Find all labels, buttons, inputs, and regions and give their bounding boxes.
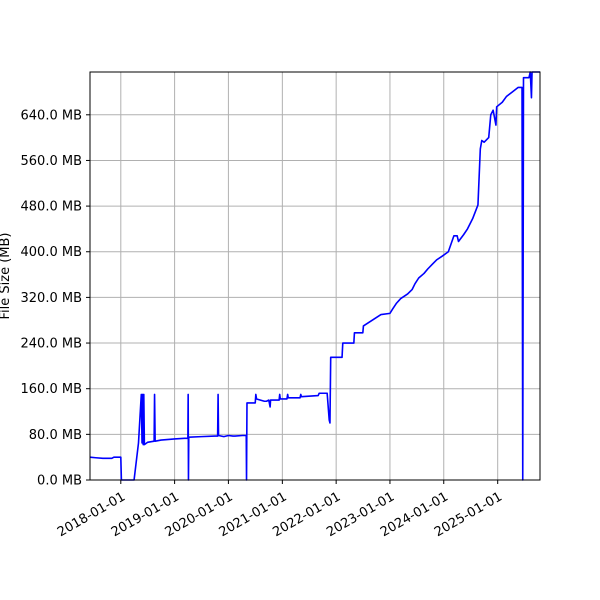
y-tick-label: 80.0 MB [29, 428, 82, 443]
series-layer [89, 71, 540, 481]
plot-area-frame [89, 71, 541, 481]
y-axis-label: File Size (MB) [0, 233, 13, 320]
y-tick-label: 640.0 MB [21, 108, 82, 123]
y-tick-label: 320.0 MB [21, 291, 82, 306]
y-axis-ticks: 0.0 MB 80.0 MB 160.0 MB 240.0 MB 320.0 MB 400… [21, 108, 90, 489]
y-tick-label: 240.0 MB [21, 337, 82, 352]
y-tick-label: 400.0 MB [21, 245, 82, 260]
y-tick-label: 480.0 MB [21, 200, 82, 215]
y-tick-label: 160.0 MB [21, 382, 82, 397]
file-size-series-line [89, 71, 540, 481]
x-axis-ticks: 2018-01-012019-01-012020-01-012021-01-01… [55, 480, 505, 540]
grid-lines [90, 72, 540, 481]
y-tick-label: 0.0 MB [37, 474, 82, 489]
y-tick-label: 560.0 MB [21, 154, 82, 169]
